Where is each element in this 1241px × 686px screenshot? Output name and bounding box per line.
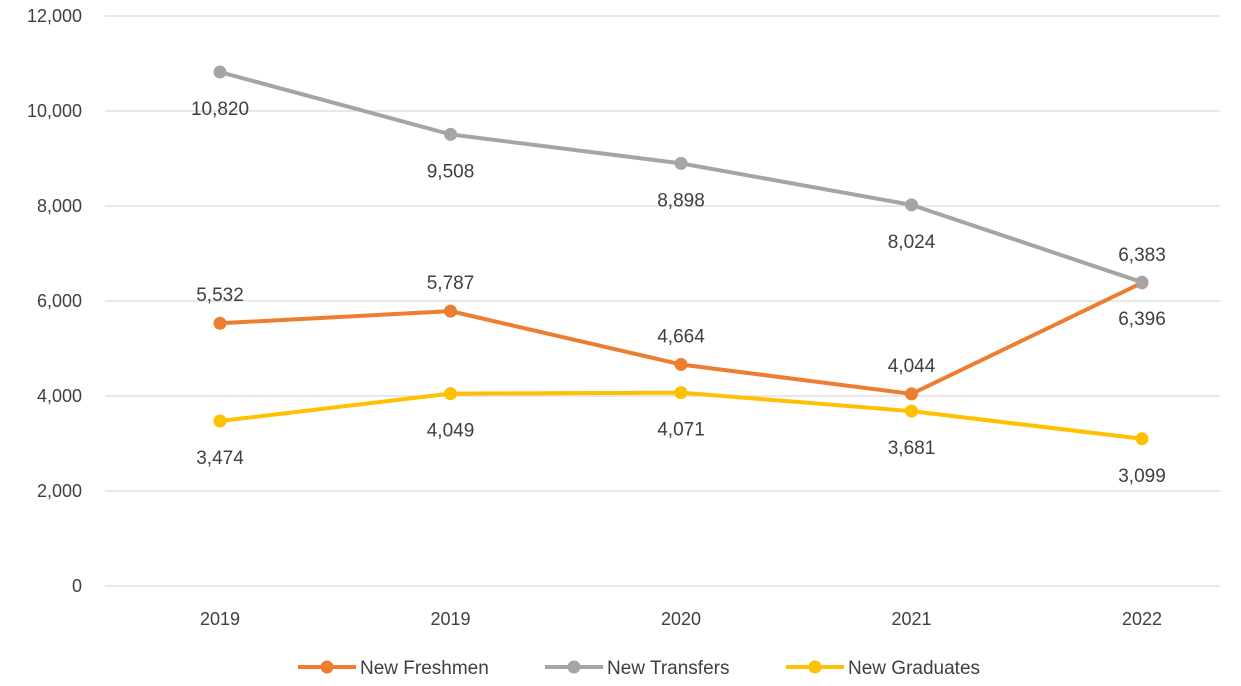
y-tick-label: 10,000 xyxy=(27,101,82,121)
series-line-new-transfers xyxy=(218,70,1144,285)
legend-label: New Graduates xyxy=(848,658,980,679)
data-label-new-graduates: 3,099 xyxy=(1118,466,1166,487)
y-tick-label: 2,000 xyxy=(37,481,82,501)
x-tick-label: 2020 xyxy=(661,609,701,629)
x-tick-label: 2019 xyxy=(200,609,240,629)
data-point-new-transfers xyxy=(905,198,918,212)
data-labels: 5,532 5,787 4,664 4,044 6,383 10,820 9,508 8,89… xyxy=(191,99,1166,487)
data-point-new-freshmen xyxy=(674,357,688,371)
data-label-new-transfers: 9,508 xyxy=(427,161,475,182)
data-label-new-freshmen: 4,044 xyxy=(888,356,936,377)
data-label-new-freshmen: 5,787 xyxy=(427,273,475,294)
y-tick-label: 8,000 xyxy=(37,196,82,216)
data-point-new-graduates xyxy=(674,386,688,400)
data-label-new-freshmen: 4,664 xyxy=(657,326,705,347)
data-label-new-graduates: 3,681 xyxy=(888,438,936,459)
data-label-new-graduates: 4,049 xyxy=(427,421,475,442)
data-label-new-graduates: 3,474 xyxy=(196,448,244,469)
y-tick-label: 0 xyxy=(72,576,82,596)
data-label-new-transfers: 8,898 xyxy=(657,190,705,211)
x-tick-label: 2022 xyxy=(1122,609,1162,629)
legend-swatch-marker xyxy=(567,660,581,674)
legend-label: New Freshmen xyxy=(360,658,489,679)
legend-swatch-marker xyxy=(320,660,334,674)
data-point-new-freshmen xyxy=(905,387,918,401)
series-new-transfers xyxy=(213,65,1149,289)
data-label-new-transfers: 10,820 xyxy=(191,99,249,120)
data-point-new-transfers xyxy=(674,156,688,170)
data-label-new-transfers: 6,396 xyxy=(1118,309,1166,330)
legend-item-new-freshmen: New Freshmen xyxy=(298,658,489,679)
data-label-new-freshmen: 5,532 xyxy=(196,285,244,306)
legend-swatch-marker xyxy=(808,660,822,674)
y-tick-label: 6,000 xyxy=(37,291,82,311)
series-lines xyxy=(213,65,1149,446)
data-point-new-freshmen xyxy=(213,316,227,330)
legend-item-new-graduates: New Graduates xyxy=(786,658,980,679)
legend-item-new-transfers: New Transfers xyxy=(545,658,729,679)
legend: New Freshmen New Transfers New Graduates xyxy=(298,658,980,679)
data-label-new-transfers: 8,024 xyxy=(888,232,936,253)
data-point-new-graduates xyxy=(1135,432,1149,446)
data-point-new-graduates xyxy=(905,404,918,418)
data-point-new-freshmen xyxy=(444,304,457,318)
data-point-new-graduates xyxy=(444,387,457,401)
x-tick-label: 2019 xyxy=(430,609,470,629)
series-new-freshmen xyxy=(213,276,1149,401)
y-axis-ticks: 0 2,000 4,000 6,000 8,000 10,000 12,000 xyxy=(27,6,82,596)
x-axis-ticks: 2019 2019 2020 2021 2022 xyxy=(200,609,1162,629)
data-point-new-graduates xyxy=(213,414,227,428)
data-point-new-transfers xyxy=(213,65,227,79)
data-point-new-transfers xyxy=(444,127,457,141)
data-label-new-graduates: 4,071 xyxy=(657,420,705,441)
series-new-graduates xyxy=(213,386,1149,446)
data-label-new-freshmen: 6,383 xyxy=(1118,245,1166,266)
y-tick-label: 4,000 xyxy=(37,386,82,406)
grid-lines xyxy=(105,15,1220,587)
x-tick-label: 2021 xyxy=(891,609,931,629)
legend-label: New Transfers xyxy=(607,658,729,679)
y-tick-label: 12,000 xyxy=(27,6,82,26)
data-point-new-transfers xyxy=(1135,275,1149,289)
